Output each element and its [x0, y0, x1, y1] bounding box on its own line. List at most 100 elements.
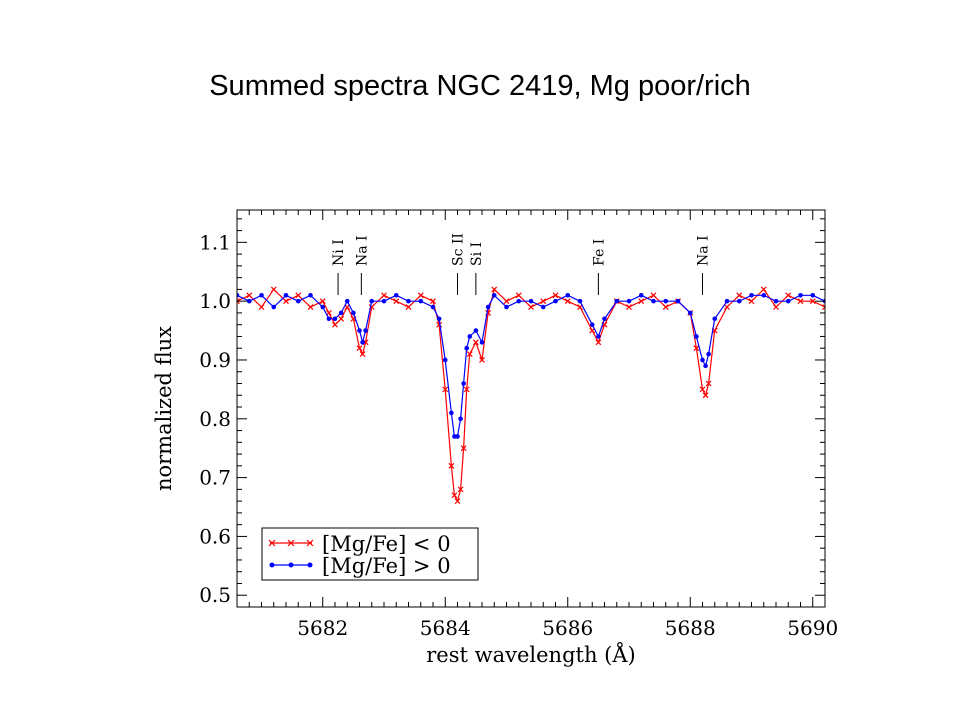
series-1-point [773, 304, 779, 310]
series-2-point [651, 298, 656, 304]
series-1-point [472, 339, 479, 346]
series-1-point [748, 298, 755, 305]
series-2-point [430, 304, 436, 310]
series-2-point [271, 304, 277, 310]
y-tick-label: 0.6 [199, 524, 231, 548]
series-1-point [822, 304, 825, 310]
series-2-point [540, 304, 546, 310]
series-2-point [436, 316, 442, 322]
series-1-point [460, 445, 467, 452]
series-1-point [564, 298, 571, 305]
series-2-point [237, 292, 240, 298]
series-2-point [473, 328, 479, 333]
series-1-point [442, 386, 449, 393]
series-2-point [442, 357, 448, 363]
series-1-point [503, 298, 510, 305]
series-1-point [417, 292, 424, 299]
series-1-point [430, 298, 436, 305]
series-1-point [283, 298, 289, 305]
line-label: Fe I [591, 239, 607, 266]
series-2-point [491, 292, 497, 298]
x-tick-label: 5690 [787, 616, 838, 640]
y-tick-label: 0.8 [199, 407, 231, 431]
series-1-point [595, 339, 602, 346]
x-tick-label: 5684 [420, 616, 471, 640]
series-1-point [463, 386, 470, 393]
series-1-point [724, 304, 730, 310]
series-1-point [338, 315, 345, 322]
series-1-point [736, 292, 743, 299]
series-2-point [308, 292, 313, 298]
series-2-point [700, 357, 705, 363]
series-1-point [381, 292, 387, 299]
series-1-point [699, 386, 706, 393]
series-2-point [295, 298, 301, 304]
series-2-point [406, 298, 411, 304]
line-label: Sc II [451, 233, 467, 266]
series-2-point [485, 304, 491, 310]
series-2-point [675, 298, 681, 304]
series-1-point [258, 304, 265, 310]
series-2-point [736, 298, 742, 304]
legend-marker [287, 539, 295, 547]
slide-title: Summed spectra NGC 2419, Mg poor/rich [209, 70, 751, 102]
series-2-point [351, 310, 356, 316]
spectral-line-labels: Ni I Na I Sc II Si I Fe I Na I [331, 233, 712, 295]
series-1-point [785, 292, 792, 299]
series-2-point [357, 328, 362, 333]
series-2-point [326, 316, 332, 322]
series-2-point [565, 292, 571, 298]
series-1-point [528, 304, 534, 310]
legend-box [261, 527, 479, 581]
x-tick-label: 5686 [542, 616, 593, 640]
series-2-point [363, 328, 368, 333]
y-axis-label: normalized flux [152, 326, 176, 491]
line-label: Na I [696, 235, 712, 266]
series-1-point [491, 286, 498, 293]
series-1-point [356, 345, 363, 352]
series-1-point [451, 492, 458, 499]
series-2-point [344, 298, 350, 304]
series-2-point [369, 298, 375, 304]
legend: [Mg/Fe] < 0[Mg/Fe] > 0 [261, 527, 479, 581]
series-1-point [295, 292, 302, 299]
axes: 5682 5684 5686 5688 5690 0.5 0.6 0.7 0.8 0.9 1.0 1.… [152, 209, 838, 667]
series-1-point [448, 462, 455, 469]
series-2-point [663, 298, 669, 304]
legend-marker [288, 562, 294, 568]
legend-label: [Mg/Fe] < 0 [322, 532, 451, 556]
series-1-point [454, 498, 461, 505]
series-2-point [553, 298, 558, 304]
series-line-1 [237, 288, 825, 503]
series-2-point [504, 304, 509, 310]
series-2-point [320, 304, 326, 310]
y-tick-label: 0.9 [199, 348, 231, 372]
series-1-point [307, 304, 314, 310]
series-2-point [528, 298, 534, 304]
series-1-point [319, 298, 326, 305]
series-2-point [703, 363, 708, 369]
series-2-point [449, 410, 454, 416]
series-2-point [479, 340, 485, 345]
series-2-point [332, 316, 338, 322]
line-label: Na I [354, 235, 370, 266]
series-2-point [712, 316, 718, 322]
series-line-2 [237, 294, 825, 437]
series-2-point [577, 298, 583, 304]
series-2-point [687, 310, 693, 316]
series-1-point [393, 298, 400, 305]
series-1-point [809, 298, 816, 305]
series-2-point [246, 298, 252, 304]
series-2-point [589, 322, 595, 327]
series-2-point [418, 298, 424, 304]
series-2-point [461, 381, 466, 386]
series-1-point [332, 321, 338, 328]
x-tick-label: 5682 [297, 616, 348, 640]
line-label: Si I [469, 242, 485, 266]
series-1-point [246, 292, 253, 299]
series-2-point [381, 298, 387, 304]
series-1-point [705, 380, 712, 387]
series-1-point [650, 292, 657, 299]
series-1-point [702, 392, 709, 399]
